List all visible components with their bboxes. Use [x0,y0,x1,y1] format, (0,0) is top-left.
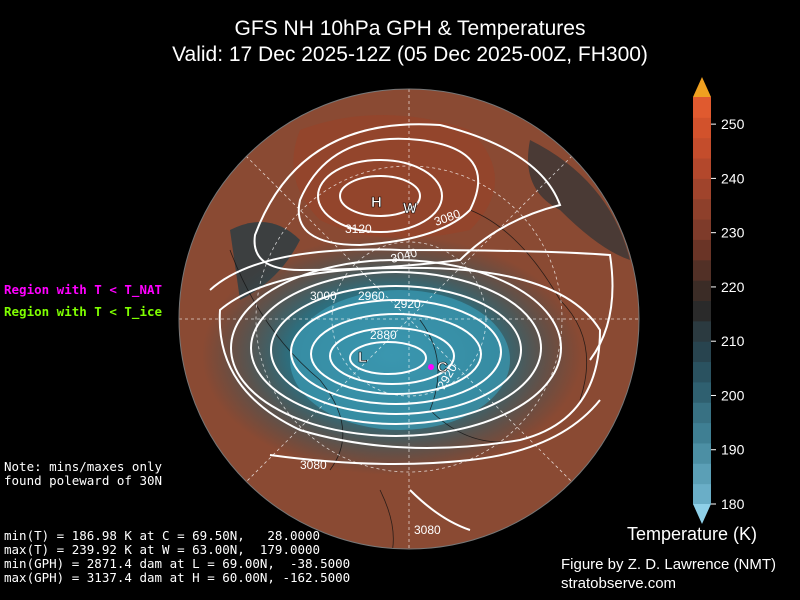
gph-contour [329,327,455,385]
coastline [419,319,521,443]
map-border [178,88,640,550]
max-temp-marker: W [403,200,418,217]
colorbar-segment [693,361,711,383]
colorbar-segment [693,158,711,179]
legend-ice: Region with T < T_ice [4,304,163,319]
colorbar-tick-label: 180 [721,496,745,512]
contour-label: 2880 [370,328,397,342]
gph-contour [250,271,542,425]
colorbar-segment [693,178,711,200]
coastline [469,209,588,401]
contour-label: 3080 [300,458,327,472]
colorbar-segment [693,483,711,505]
gph-contour [230,259,562,437]
stat-min-gph: min(GPH) = 2871.4 dam at L = 69.00N, -38… [4,556,351,571]
latitude-circle [255,165,563,473]
min-temp-marker: C [437,359,448,376]
colorbar-tick-label: 200 [721,387,745,403]
contour-label: 2920 [394,297,421,311]
contour-label: 3040 [389,245,419,266]
dark-patch [528,140,630,260]
gph-contour [253,123,562,272]
colorbar-tick-label: 240 [721,170,745,186]
min-gph-marker: L [358,349,367,366]
colorbar-max-extend [693,77,711,97]
colorbar-tick-label: 210 [721,333,745,349]
gph-contour [269,399,601,465]
colorbar-segment [693,300,711,322]
colorbar-title: Temperature (K) [627,524,758,544]
colorbar-tick-label: 220 [721,279,745,295]
gph-contour [349,341,427,375]
colorbar-segment [693,198,711,220]
credit-author: Figure by Z. D. Lawrence (NMT) [561,556,777,573]
colorbar-segment [693,341,711,363]
contour-label: 3120 [345,222,372,236]
credit-site: stratobserve.com [561,575,677,592]
meridian-line [245,155,573,483]
note-text: Note: mins/maxes only found poleward of … [4,459,163,488]
contour-label: 3080 [414,523,441,537]
nat-region-dot [428,364,434,370]
colorbar-min-extend [693,504,711,524]
colorbar-segment [693,137,711,159]
max-gph-marker: H [371,194,382,211]
stat-max-gph: max(GPH) = 3137.4 dam at H = 60.00N, -16… [4,570,351,585]
colorbar-tick-label: 230 [721,225,745,241]
gph-contour [409,489,471,531]
colorbar-segment [693,463,711,485]
gph-contour [209,248,614,361]
colorbar-segment [693,219,711,240]
gph-contour [339,175,421,217]
colorbar-segment [693,442,711,464]
contour-label: 2960 [358,289,385,303]
stat-min-t: min(T) = 186.98 K at C = 69.50N, 28.0000 [4,528,321,543]
colorbar-segment [693,259,711,281]
colorbar-segment [693,320,711,342]
colorbar-segment [693,402,711,424]
gph-contour [297,137,480,247]
coastline [379,489,394,549]
latitude-circle [331,241,487,397]
figure-title-line1: GFS NH 10hPa GPH & Temperatures [234,17,586,40]
colorbar-segment [693,97,711,118]
gph-contour [270,285,522,415]
colorbar-segment [693,239,711,261]
gph-contour [310,313,482,395]
colorbar-segment [693,280,711,301]
gph-contour [218,266,602,449]
stat-max-t: max(T) = 239.92 K at W = 63.00N, 179.000… [4,542,321,557]
legend-nat: Region with T < T_NAT [4,282,163,297]
gph-contour [317,159,443,233]
colorbar-tick-label: 190 [721,442,745,458]
colorbar-segment [693,117,711,139]
colorbar-segment [693,422,711,444]
gph-contour [290,299,502,405]
colorbar-tick-label: 250 [721,116,745,132]
colorbar-segment [693,381,711,403]
contour-label: 3000 [310,289,337,303]
figure-title-line2: Valid: 17 Dec 2025-12Z (05 Dec 2025-00Z,… [172,43,648,66]
